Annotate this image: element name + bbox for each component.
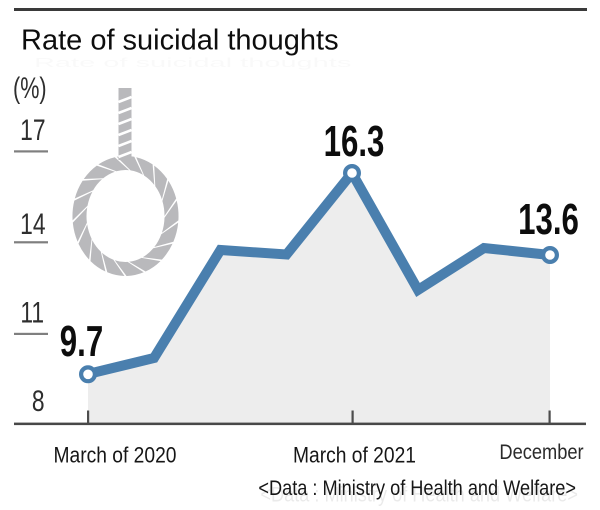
svg-text:16.3: 16.3 [324, 117, 385, 167]
svg-text:<Data : Ministry of Health and: <Data : Ministry of Health and Welfare> [258, 477, 576, 501]
svg-text:Rate of suicidal thoughts: Rate of suicidal thoughts [34, 55, 351, 70]
svg-text:<Data : Ministry of Health and: <Data : Ministry of Health and Welfare> [260, 483, 578, 507]
svg-text:11: 11 [20, 295, 44, 329]
svg-text:Rate of suicidal thoughts: Rate of suicidal thoughts [21, 25, 339, 57]
svg-text:17: 17 [20, 113, 45, 147]
svg-text:(%): (%) [13, 70, 47, 104]
svg-text:14: 14 [20, 207, 46, 241]
svg-text:December: December [499, 441, 584, 464]
svg-text:8: 8 [32, 384, 45, 418]
svg-text:March of 2021: March of 2021 [293, 443, 416, 468]
svg-text:9.7: 9.7 [60, 317, 103, 367]
svg-text:13.6: 13.6 [518, 195, 579, 245]
svg-text:March of 2020: March of 2020 [54, 443, 177, 468]
